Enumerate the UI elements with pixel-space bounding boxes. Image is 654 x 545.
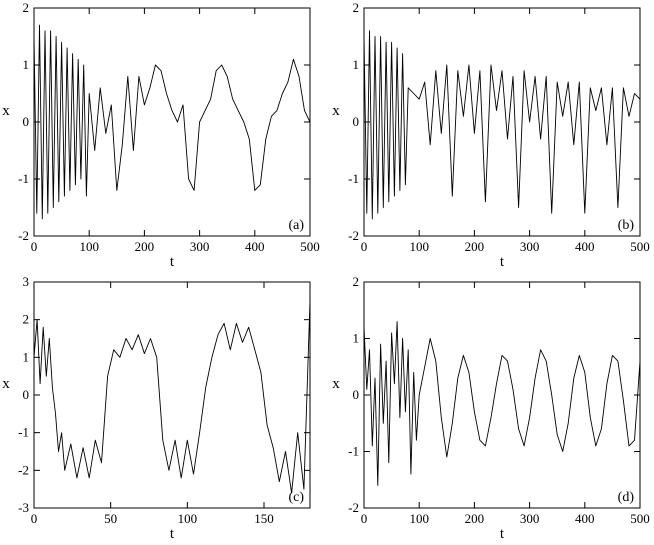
y-tick-label: 0 [353, 387, 360, 402]
y-tick-label: 2 [23, 0, 30, 15]
y-tick-label: -1 [18, 425, 29, 440]
x-axis-label: t [500, 526, 505, 542]
x-tick-label: 0 [31, 239, 38, 254]
x-tick-label: 100 [178, 511, 198, 526]
panel-b: 0 100 200 300 400 500 -2 -1 0 1 2 t x (b) [332, 0, 650, 270]
panel-label: (c) [288, 490, 304, 505]
panel-a: 0 100 200 300 400 500 -2 -1 0 1 2 t x (a) [2, 0, 320, 270]
x-tick-label: 100 [409, 239, 429, 254]
x-axis-label: t [170, 526, 175, 542]
panel-label: (b) [618, 218, 635, 233]
y-axis-label: x [2, 103, 10, 119]
x-tick-label: 0 [361, 239, 368, 254]
plot-frame [33, 281, 311, 509]
series-line [363, 321, 641, 486]
y-tick-label: -2 [348, 228, 359, 243]
y-tick-label: 2 [23, 312, 30, 327]
plot-frame [363, 281, 641, 509]
y-tick-label: 2 [353, 0, 360, 15]
y-tick-label: -1 [348, 171, 359, 186]
x-axis-label: t [170, 254, 175, 270]
y-tick-label: -1 [348, 444, 359, 459]
x-tick-label: 100 [409, 511, 429, 526]
y-tick-label: 3 [23, 274, 30, 289]
y-tick-label: -1 [18, 171, 29, 186]
panel-label: (d) [618, 490, 635, 505]
panel-c: 0 50 100 150 -3 -2 -1 0 1 2 3 t x (c) [2, 274, 311, 542]
plot-frame [363, 7, 641, 237]
x-tick-label: 200 [135, 239, 155, 254]
x-tick-label: 300 [520, 511, 540, 526]
y-tick-label: 1 [23, 349, 30, 364]
x-tick-label: 0 [31, 511, 38, 526]
y-tick-label: -2 [18, 462, 29, 477]
x-tick-label: 500 [630, 511, 650, 526]
x-tick-label: 400 [575, 511, 595, 526]
y-axis-label: x [332, 376, 340, 392]
x-tick-label: 300 [190, 239, 210, 254]
y-tick-label: 0 [23, 387, 30, 402]
y-tick-label: -3 [18, 500, 29, 515]
y-tick-label: 1 [23, 57, 30, 72]
x-tick-label: 300 [520, 239, 540, 254]
y-axis-label: x [332, 103, 340, 119]
series-line [363, 30, 641, 220]
panel-d: 0 100 200 300 400 500 -2 -1 0 1 2 t x (d) [332, 274, 650, 542]
y-tick-label: -2 [348, 500, 359, 515]
x-tick-label: 100 [79, 239, 99, 254]
y-tick-label: 1 [353, 331, 360, 346]
x-tick-label: 500 [300, 239, 320, 254]
x-tick-label: 400 [575, 239, 595, 254]
x-tick-label: 150 [254, 511, 274, 526]
series-line [33, 24, 311, 220]
y-tick-label: 1 [353, 57, 360, 72]
y-tick-label: 0 [23, 114, 30, 129]
x-tick-label: 0 [361, 511, 368, 526]
x-tick-label: 500 [630, 239, 650, 254]
y-tick-label: -2 [18, 228, 29, 243]
x-tick-label: 200 [465, 511, 485, 526]
y-tick-label: 0 [353, 114, 360, 129]
x-tick-label: 400 [245, 239, 265, 254]
panel-label: (a) [288, 218, 304, 233]
x-tick-label: 50 [104, 511, 117, 526]
y-tick-label: 2 [353, 274, 360, 289]
x-axis-label: t [500, 254, 505, 270]
plot-frame [33, 7, 311, 237]
series-line [33, 300, 311, 494]
x-tick-label: 200 [465, 239, 485, 254]
y-axis-label: x [2, 376, 10, 392]
